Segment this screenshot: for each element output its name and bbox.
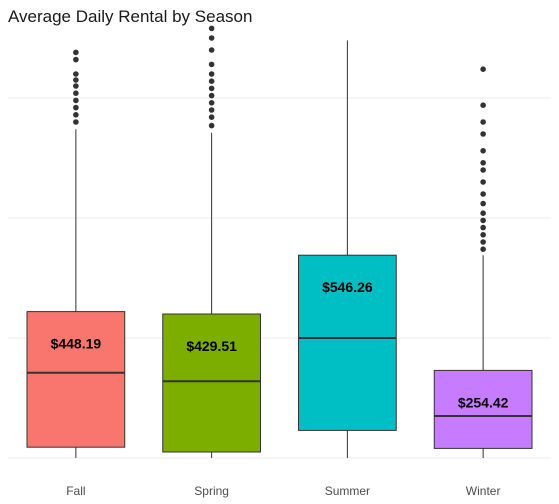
mean-label-fall: $448.19 (51, 336, 102, 352)
box-summer: $546.26 (298, 40, 397, 458)
plot-area: $448.19 Fall $429.51 Spring $546.26 Summer $25… (26, 25, 533, 498)
x-tick-label-winter: Winter (466, 484, 501, 498)
outlier-spring-5 (208, 85, 215, 92)
outlier-spring-1 (208, 114, 215, 120)
outlier-winter-10 (480, 160, 486, 166)
outlier-winter-1 (480, 239, 486, 245)
outlier-fall-6 (73, 77, 79, 83)
outlier-fall-7 (73, 71, 79, 77)
outlier-winter-12 (480, 131, 486, 137)
iqr-box-spring (162, 313, 261, 453)
outlier-winter-15 (480, 66, 486, 72)
outlier-fall-4 (73, 90, 79, 96)
outlier-fall-5 (73, 83, 79, 89)
outlier-winter-2 (480, 232, 486, 238)
box-fall: $448.19 (26, 49, 126, 458)
outlier-spring-3 (208, 100, 215, 106)
outlier-spring-7 (208, 71, 215, 77)
x-tick-label-fall: Fall (66, 484, 85, 498)
outlier-spring-6 (208, 78, 215, 84)
outlier-spring-9 (208, 47, 215, 53)
outlier-spring-2 (208, 107, 215, 113)
outlier-spring-0 (208, 122, 215, 129)
outlier-winter-8 (480, 179, 486, 185)
outlier-fall-0 (73, 119, 79, 125)
outlier-spring-4 (208, 92, 215, 99)
x-tick-label-summer: Summer (325, 484, 370, 498)
outlier-fall-8 (73, 56, 79, 63)
box-winter: $254.42 (433, 66, 533, 458)
outlier-winter-6 (480, 200, 486, 207)
outlier-fall-9 (73, 49, 79, 56)
outlier-spring-11 (208, 25, 215, 32)
iqr-box-summer (298, 254, 397, 431)
box-spring: $429.51 (162, 25, 261, 458)
outlier-winter-5 (480, 210, 486, 216)
mean-label-summer: $546.26 (322, 279, 373, 295)
x-tick-label-spring: Spring (194, 484, 229, 498)
iqr-box-winter (433, 369, 533, 449)
mean-label-spring: $429.51 (186, 338, 237, 354)
outlier-winter-14 (480, 102, 486, 108)
outlier-winter-11 (480, 148, 486, 154)
outlier-fall-1 (73, 112, 79, 118)
outlier-winter-7 (480, 191, 486, 197)
outlier-winter-13 (480, 119, 486, 125)
mean-label-winter: $254.42 (458, 394, 509, 410)
iqr-box-fall (26, 311, 126, 448)
outlier-spring-10 (208, 35, 215, 41)
outlier-spring-8 (208, 61, 215, 68)
outlier-winter-0 (480, 246, 486, 252)
outlier-fall-2 (73, 104, 79, 111)
chart-title: Average Daily Rental by Season (8, 7, 252, 26)
outlier-winter-4 (480, 217, 486, 224)
outlier-winter-3 (480, 224, 486, 231)
outlier-winter-9 (480, 167, 486, 173)
outlier-fall-3 (73, 97, 79, 104)
